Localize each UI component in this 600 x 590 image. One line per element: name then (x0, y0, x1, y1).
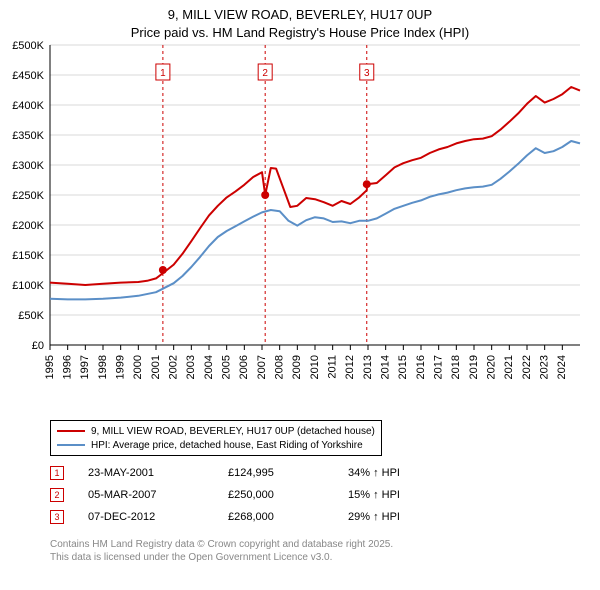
footer-line1: Contains HM Land Registry data © Crown c… (50, 538, 393, 551)
transaction-row: 2 05-MAR-2007 £250,000 15% ↑ HPI (50, 484, 468, 506)
svg-text:£350K: £350K (12, 130, 44, 142)
transaction-diff: 29% ↑ HPI (348, 511, 468, 523)
transaction-row: 1 23-MAY-2001 £124,995 34% ↑ HPI (50, 462, 468, 484)
svg-text:2: 2 (262, 68, 268, 79)
legend: 9, MILL VIEW ROAD, BEVERLEY, HU17 0UP (d… (50, 420, 382, 456)
svg-text:2002: 2002 (168, 355, 180, 379)
svg-text:2009: 2009 (291, 355, 303, 379)
svg-text:2020: 2020 (486, 355, 498, 379)
transaction-diff: 34% ↑ HPI (348, 467, 468, 479)
svg-text:£150K: £150K (12, 250, 44, 262)
svg-text:2010: 2010 (309, 355, 321, 379)
svg-text:2001: 2001 (150, 355, 162, 379)
svg-text:2017: 2017 (433, 355, 445, 379)
svg-text:2019: 2019 (468, 355, 480, 379)
svg-text:2014: 2014 (380, 355, 392, 379)
legend-label: HPI: Average price, detached house, East… (91, 440, 363, 451)
transaction-badge: 1 (50, 466, 64, 480)
transaction-badge: 3 (50, 510, 64, 524)
svg-text:2006: 2006 (238, 355, 250, 379)
svg-text:3: 3 (364, 68, 370, 79)
transaction-date: 23-MAY-2001 (88, 467, 228, 479)
svg-text:2007: 2007 (256, 355, 268, 379)
svg-text:1999: 1999 (115, 355, 127, 379)
svg-text:1997: 1997 (79, 355, 91, 379)
svg-text:2012: 2012 (344, 355, 356, 379)
svg-text:£250K: £250K (12, 190, 44, 202)
svg-text:£500K: £500K (12, 40, 44, 52)
svg-text:1995: 1995 (44, 355, 56, 379)
transaction-price: £124,995 (228, 467, 348, 479)
svg-text:£0: £0 (32, 340, 44, 352)
transaction-badge: 2 (50, 488, 64, 502)
svg-text:£450K: £450K (12, 70, 44, 82)
svg-text:1998: 1998 (97, 355, 109, 379)
transaction-price: £250,000 (228, 489, 348, 501)
transaction-date: 05-MAR-2007 (88, 489, 228, 501)
transaction-row: 3 07-DEC-2012 £268,000 29% ↑ HPI (50, 506, 468, 528)
svg-text:2011: 2011 (327, 355, 339, 379)
chart-title-line1: 9, MILL VIEW ROAD, BEVERLEY, HU17 0UP (0, 6, 600, 24)
chart-title-line2: Price paid vs. HM Land Registry's House … (0, 24, 600, 42)
svg-text:£100K: £100K (12, 280, 44, 292)
svg-text:£200K: £200K (12, 220, 44, 232)
svg-text:2021: 2021 (503, 355, 515, 379)
transaction-diff: 15% ↑ HPI (348, 489, 468, 501)
legend-swatch (57, 444, 85, 446)
svg-text:1996: 1996 (62, 355, 74, 379)
svg-text:2008: 2008 (274, 355, 286, 379)
svg-text:2015: 2015 (397, 355, 409, 379)
transaction-price: £268,000 (228, 511, 348, 523)
svg-text:2004: 2004 (203, 355, 215, 379)
svg-text:2024: 2024 (556, 355, 568, 379)
legend-swatch (57, 430, 85, 432)
footer-line2: This data is licensed under the Open Gov… (50, 551, 393, 564)
svg-text:2018: 2018 (450, 355, 462, 379)
legend-item-hpi: HPI: Average price, detached house, East… (57, 438, 375, 452)
svg-text:2016: 2016 (415, 355, 427, 379)
svg-text:2022: 2022 (521, 355, 533, 379)
svg-text:£50K: £50K (18, 310, 44, 322)
svg-text:2005: 2005 (221, 355, 233, 379)
transactions-table: 1 23-MAY-2001 £124,995 34% ↑ HPI 2 05-MA… (50, 462, 468, 528)
attribution-footer: Contains HM Land Registry data © Crown c… (50, 538, 393, 564)
svg-text:2000: 2000 (132, 355, 144, 379)
svg-text:2003: 2003 (185, 355, 197, 379)
svg-text:£300K: £300K (12, 160, 44, 172)
legend-item-price-paid: 9, MILL VIEW ROAD, BEVERLEY, HU17 0UP (d… (57, 424, 375, 438)
svg-text:2013: 2013 (362, 355, 374, 379)
legend-label: 9, MILL VIEW ROAD, BEVERLEY, HU17 0UP (d… (91, 426, 375, 437)
price-chart: £0 £50K £100K £150K £200K £250K £300K £350K £400… (0, 40, 600, 410)
transaction-date: 07-DEC-2012 (88, 511, 228, 523)
svg-text:1: 1 (160, 68, 166, 79)
svg-text:£400K: £400K (12, 100, 44, 112)
svg-text:2023: 2023 (539, 355, 551, 379)
